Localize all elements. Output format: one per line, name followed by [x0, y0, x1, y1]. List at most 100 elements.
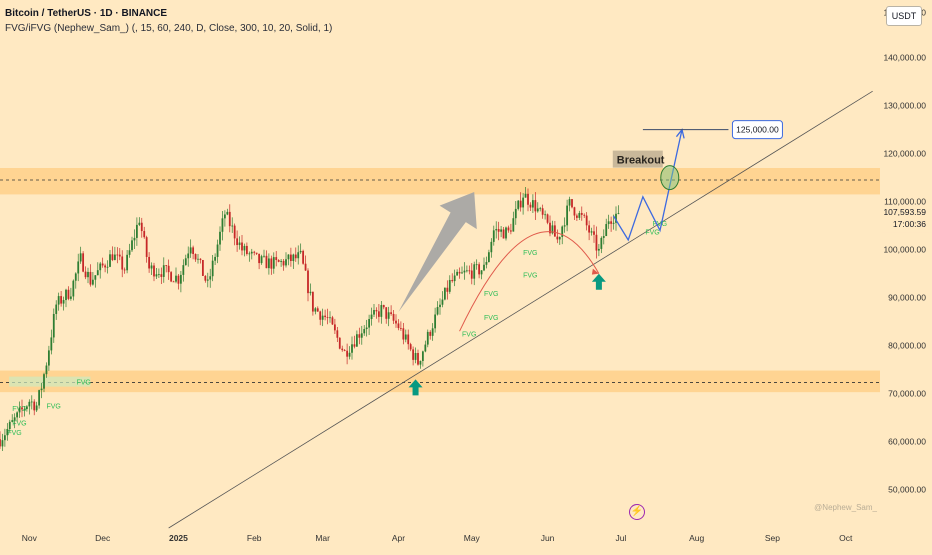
- candle-body-66: [157, 274, 160, 276]
- candle-body-143: [346, 350, 349, 357]
- candle-body-45: [106, 266, 109, 268]
- x-tick-3: 2025: [169, 533, 188, 543]
- candle-body-117: [282, 260, 285, 266]
- candle-body-232: [563, 225, 566, 227]
- candle-body-218: [529, 204, 532, 208]
- candle-body-58: [138, 222, 141, 225]
- candle-body-121: [292, 254, 295, 262]
- candle-body-53: [126, 254, 129, 271]
- candle-body-136: [329, 317, 331, 319]
- candle-body-77: [184, 258, 187, 266]
- candle-body-19: [43, 374, 45, 389]
- candle-body-52: [123, 269, 126, 271]
- candle-body-139: [336, 330, 339, 338]
- candle-body-207: [502, 229, 505, 239]
- candle-body-46: [109, 254, 111, 267]
- candle-body-141: [341, 348, 344, 351]
- candle-body-233: [566, 205, 569, 226]
- candle-body-116: [280, 260, 283, 262]
- candle-body-194: [470, 270, 473, 279]
- candle-body-229: [556, 236, 559, 240]
- candle-body-216: [524, 193, 527, 198]
- candle-body-161: [390, 312, 393, 314]
- candle-body-228: [553, 225, 556, 237]
- candle-body-164: [397, 323, 400, 329]
- candle-body-221: [536, 208, 539, 212]
- x-tick-8: Jun: [541, 533, 555, 543]
- candle-body-134: [324, 315, 327, 318]
- candle-body-128: [309, 291, 312, 294]
- candle-body-230: [558, 236, 561, 240]
- currency-button[interactable]: USDT: [886, 6, 922, 26]
- candle-body-196: [475, 264, 478, 266]
- candle-body-21: [47, 350, 50, 366]
- candle-body-41: [96, 270, 99, 276]
- symbol-title[interactable]: Bitcoin / TetherUS · 1D · BINANCE: [5, 8, 168, 19]
- candle-body-213: [517, 200, 520, 209]
- candle-body-4: [6, 428, 9, 436]
- y-tick-2: 60,000.00: [888, 437, 926, 447]
- candle-body-87: [209, 276, 212, 280]
- candle-body-94: [226, 211, 229, 215]
- candle-body-84: [201, 259, 204, 276]
- candle-body-91: [219, 231, 221, 245]
- candle-body-146: [353, 344, 356, 347]
- fvg-label-3: FVG: [46, 404, 60, 411]
- candle-body-183: [443, 287, 446, 300]
- candle-body-157: [380, 305, 383, 317]
- candle-body-23: [52, 313, 55, 338]
- candle-body-107: [258, 253, 261, 264]
- candle-body-249: [605, 224, 608, 237]
- candle-body-189: [458, 271, 461, 274]
- candle-body-155: [375, 310, 378, 312]
- candle-body-68: [162, 265, 165, 277]
- candle-body-67: [160, 274, 163, 277]
- candle-body-220: [534, 200, 537, 212]
- candle-body-108: [260, 256, 263, 264]
- red-arc: [459, 231, 600, 332]
- candle-body-223: [541, 208, 544, 215]
- breakout-label-box: [612, 150, 663, 168]
- candle-body-150: [363, 329, 366, 334]
- candle-body-17: [38, 390, 41, 406]
- candle-body-95: [228, 211, 231, 227]
- x-tick-7: May: [464, 533, 481, 543]
- candle-body-212: [514, 208, 517, 219]
- candle-body-105: [253, 251, 256, 253]
- candle-body-119: [287, 254, 290, 260]
- candle-body-166: [402, 328, 405, 340]
- candle-body-28: [65, 289, 67, 301]
- candle-body-178: [431, 328, 434, 336]
- candle-body-47: [111, 254, 114, 261]
- lightning-icon[interactable]: ⚡: [629, 504, 645, 520]
- candle-body-32: [74, 273, 77, 281]
- candle-body-243: [590, 231, 593, 233]
- x-tick-11: Sep: [765, 533, 780, 543]
- candle-body-234: [568, 199, 571, 206]
- candle-body-100: [241, 242, 243, 251]
- candle-body-186: [451, 279, 454, 282]
- y-tick-3: 70,000.00: [888, 389, 926, 399]
- candle-body-125: [302, 250, 305, 264]
- indicator-legend[interactable]: FVG/iFVG (Nephew_Sam_) (, 15, 60, 240, D…: [5, 23, 333, 34]
- candle-body-111: [267, 258, 270, 269]
- candle-body-15: [33, 401, 36, 411]
- target-label: 125,000.00: [736, 125, 779, 135]
- candle-body-115: [277, 260, 280, 262]
- candle-body-173: [419, 360, 422, 365]
- candle-body-137: [331, 317, 334, 325]
- current-price-box: [882, 206, 932, 233]
- candle-body-190: [461, 272, 463, 274]
- candle-body-1: [0, 439, 1, 447]
- fvg-label-10: FVG: [523, 273, 537, 280]
- candle-body-79: [189, 247, 192, 254]
- candle-body-162: [392, 313, 395, 321]
- candle-body-168: [407, 334, 410, 345]
- candle-body-80: [192, 247, 195, 255]
- candle-body-82: [197, 258, 199, 260]
- candle-body-172: [417, 353, 419, 365]
- candle-body-140: [338, 337, 341, 349]
- candle-body-130: [314, 308, 317, 312]
